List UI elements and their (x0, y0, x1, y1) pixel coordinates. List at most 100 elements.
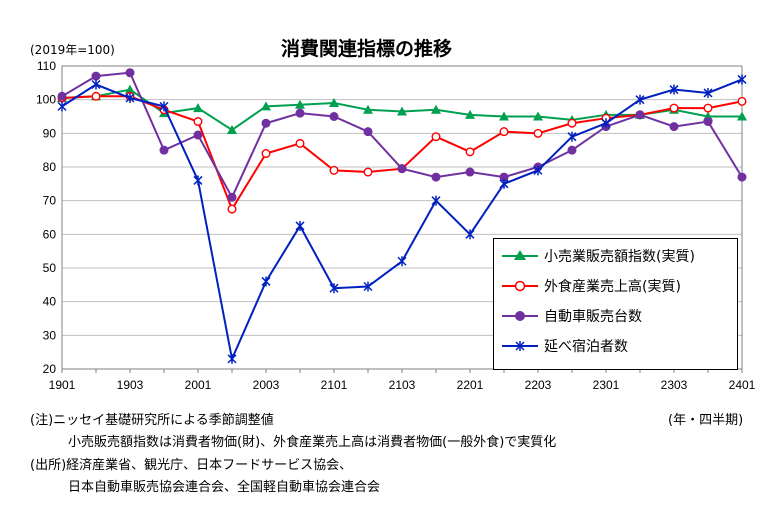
point-s0-2203 (533, 111, 543, 121)
point-s3-2201 (465, 229, 475, 240)
y-tick-label-110: 110 (37, 59, 56, 73)
point-s3-2003 (261, 276, 271, 287)
point-s3-1904 (159, 101, 169, 112)
point-s1-2102 (363, 167, 373, 177)
legend-label-lodging: 延べ宿泊者数 (544, 339, 628, 355)
point-s2-2303 (669, 122, 679, 132)
point-s3-2101 (329, 283, 339, 294)
source-line-2: 日本自動車販売協会連合会、全国軽自動車協会連合会 (68, 480, 381, 495)
x-tick-label-2203: 2203 (525, 378, 552, 392)
series-line-2 (61, 71, 743, 200)
y-tick-label-70: 70 (43, 194, 57, 208)
point-s1-2002 (227, 204, 237, 214)
point-s3-2103 (397, 256, 407, 267)
point-s2-2101 (329, 112, 339, 121)
point-s2-2304 (703, 117, 713, 127)
point-s0-2001 (193, 103, 203, 113)
point-s0-2104 (431, 104, 441, 114)
point-s3-2302 (635, 94, 645, 105)
point-s2-2003 (261, 118, 271, 128)
legend-label-auto: 自動車販売台数 (544, 309, 642, 325)
point-s1-1902 (91, 91, 101, 101)
point-s3-2104 (431, 195, 441, 206)
point-s1-2202 (499, 127, 509, 137)
series-2 (57, 68, 747, 202)
y-tick-label-100: 100 (36, 93, 56, 107)
point-s0-2201 (465, 109, 475, 119)
point-s3-2301 (601, 118, 611, 129)
point-s3-1902 (91, 79, 101, 90)
x-tick-label-1903: 1903 (117, 378, 144, 392)
point-s1-2204 (567, 118, 577, 128)
y-tick-label-90: 90 (43, 126, 57, 140)
point-s1-2304 (703, 103, 713, 113)
y-axis-unit: (2019年=100) (30, 43, 115, 57)
point-s2-2401 (737, 172, 747, 182)
point-s2-2002 (227, 192, 237, 202)
point-s0-2003 (261, 101, 271, 111)
point-s3-1903 (125, 92, 135, 103)
y-tick-label-20: 20 (43, 362, 57, 376)
legend-label-retail: 小売業販売額指数(実質) (544, 249, 695, 265)
point-s3-2202 (499, 178, 509, 189)
point-s3-2102 (363, 281, 373, 292)
y-tick-label-80: 80 (43, 160, 57, 174)
point-s2-1904 (159, 145, 169, 155)
y-tick-label-40: 40 (43, 295, 57, 309)
point-s2-2302 (635, 110, 645, 120)
x-tick-label-2101: 2101 (321, 378, 348, 392)
chart-title: 消費関連指標の推移 (281, 38, 453, 60)
legend-item-auto: 自動車販売台数 (500, 306, 642, 326)
x-tick-label-2201: 2201 (457, 378, 484, 392)
point-s2-2201 (465, 167, 475, 177)
point-s0-2103 (397, 106, 407, 116)
point-s2-2204 (567, 145, 577, 155)
point-s1-2004 (295, 138, 305, 148)
point-s1-2001 (193, 117, 203, 127)
note-line-1: (注)ニッセイ基礎研究所による季節調整値 (30, 413, 274, 428)
point-s1-2203 (533, 128, 543, 138)
point-s2-2104 (431, 172, 441, 182)
point-s2-2102 (363, 127, 373, 137)
point-s0-2101 (329, 98, 339, 108)
x-tick-label-1901: 1901 (49, 378, 76, 392)
point-s3-2304 (703, 87, 713, 98)
point-s2-1902 (91, 71, 101, 81)
chart-legend: 小売業販売額指数(実質) 外食産業売上高(実質) 自動車販売台数 延べ宿泊者数 (493, 238, 738, 370)
x-axis-unit: (年・四半期) (668, 413, 744, 428)
point-s2-2001 (193, 130, 203, 140)
y-tick-label-60: 60 (43, 227, 57, 241)
point-s1-2003 (261, 149, 271, 159)
point-s3-2303 (669, 84, 679, 95)
point-s3-2002 (227, 353, 237, 364)
point-s3-1901 (57, 101, 67, 112)
point-s0-2202 (499, 111, 509, 121)
point-s3-2203 (533, 165, 543, 176)
source-line-1: (出所)経済産業省、観光庁、日本フードサービス協会、 (30, 458, 353, 473)
point-s3-2001 (193, 175, 203, 186)
point-s0-2004 (295, 99, 305, 109)
point-s0-2401 (737, 111, 747, 121)
point-s2-2103 (397, 164, 407, 174)
point-s2-1901 (57, 91, 67, 101)
point-s2-1903 (125, 68, 135, 78)
point-s0-2002 (227, 124, 237, 134)
point-s2-2202 (499, 172, 509, 182)
legend-item-retail: 小売業販売額指数(実質) (500, 246, 695, 266)
legend-item-restaurant: 外食産業売上高(実質) (500, 276, 681, 296)
x-tick-label-2401: 2401 (729, 378, 756, 392)
point-s1-2101 (329, 165, 339, 175)
point-s1-2104 (431, 132, 441, 142)
note-line-2: 小売販売額指数は消費者物価(財)、外食産業売上高は消費者物価(一般外食)で実質化 (68, 435, 557, 450)
point-s1-2303 (669, 103, 679, 113)
y-tick-label-30: 30 (43, 328, 57, 342)
x-tick-label-2003: 2003 (253, 378, 280, 392)
x-tick-label-2301: 2301 (593, 378, 620, 392)
series-3 (57, 74, 747, 364)
point-s0-1903 (125, 84, 135, 94)
x-tick-label-2103: 2103 (389, 378, 416, 392)
point-s2-2004 (295, 108, 305, 118)
legend-item-lodging: 延べ宿泊者数 (500, 336, 628, 356)
y-tick-label-50: 50 (43, 261, 57, 275)
point-s3-2204 (567, 131, 577, 142)
